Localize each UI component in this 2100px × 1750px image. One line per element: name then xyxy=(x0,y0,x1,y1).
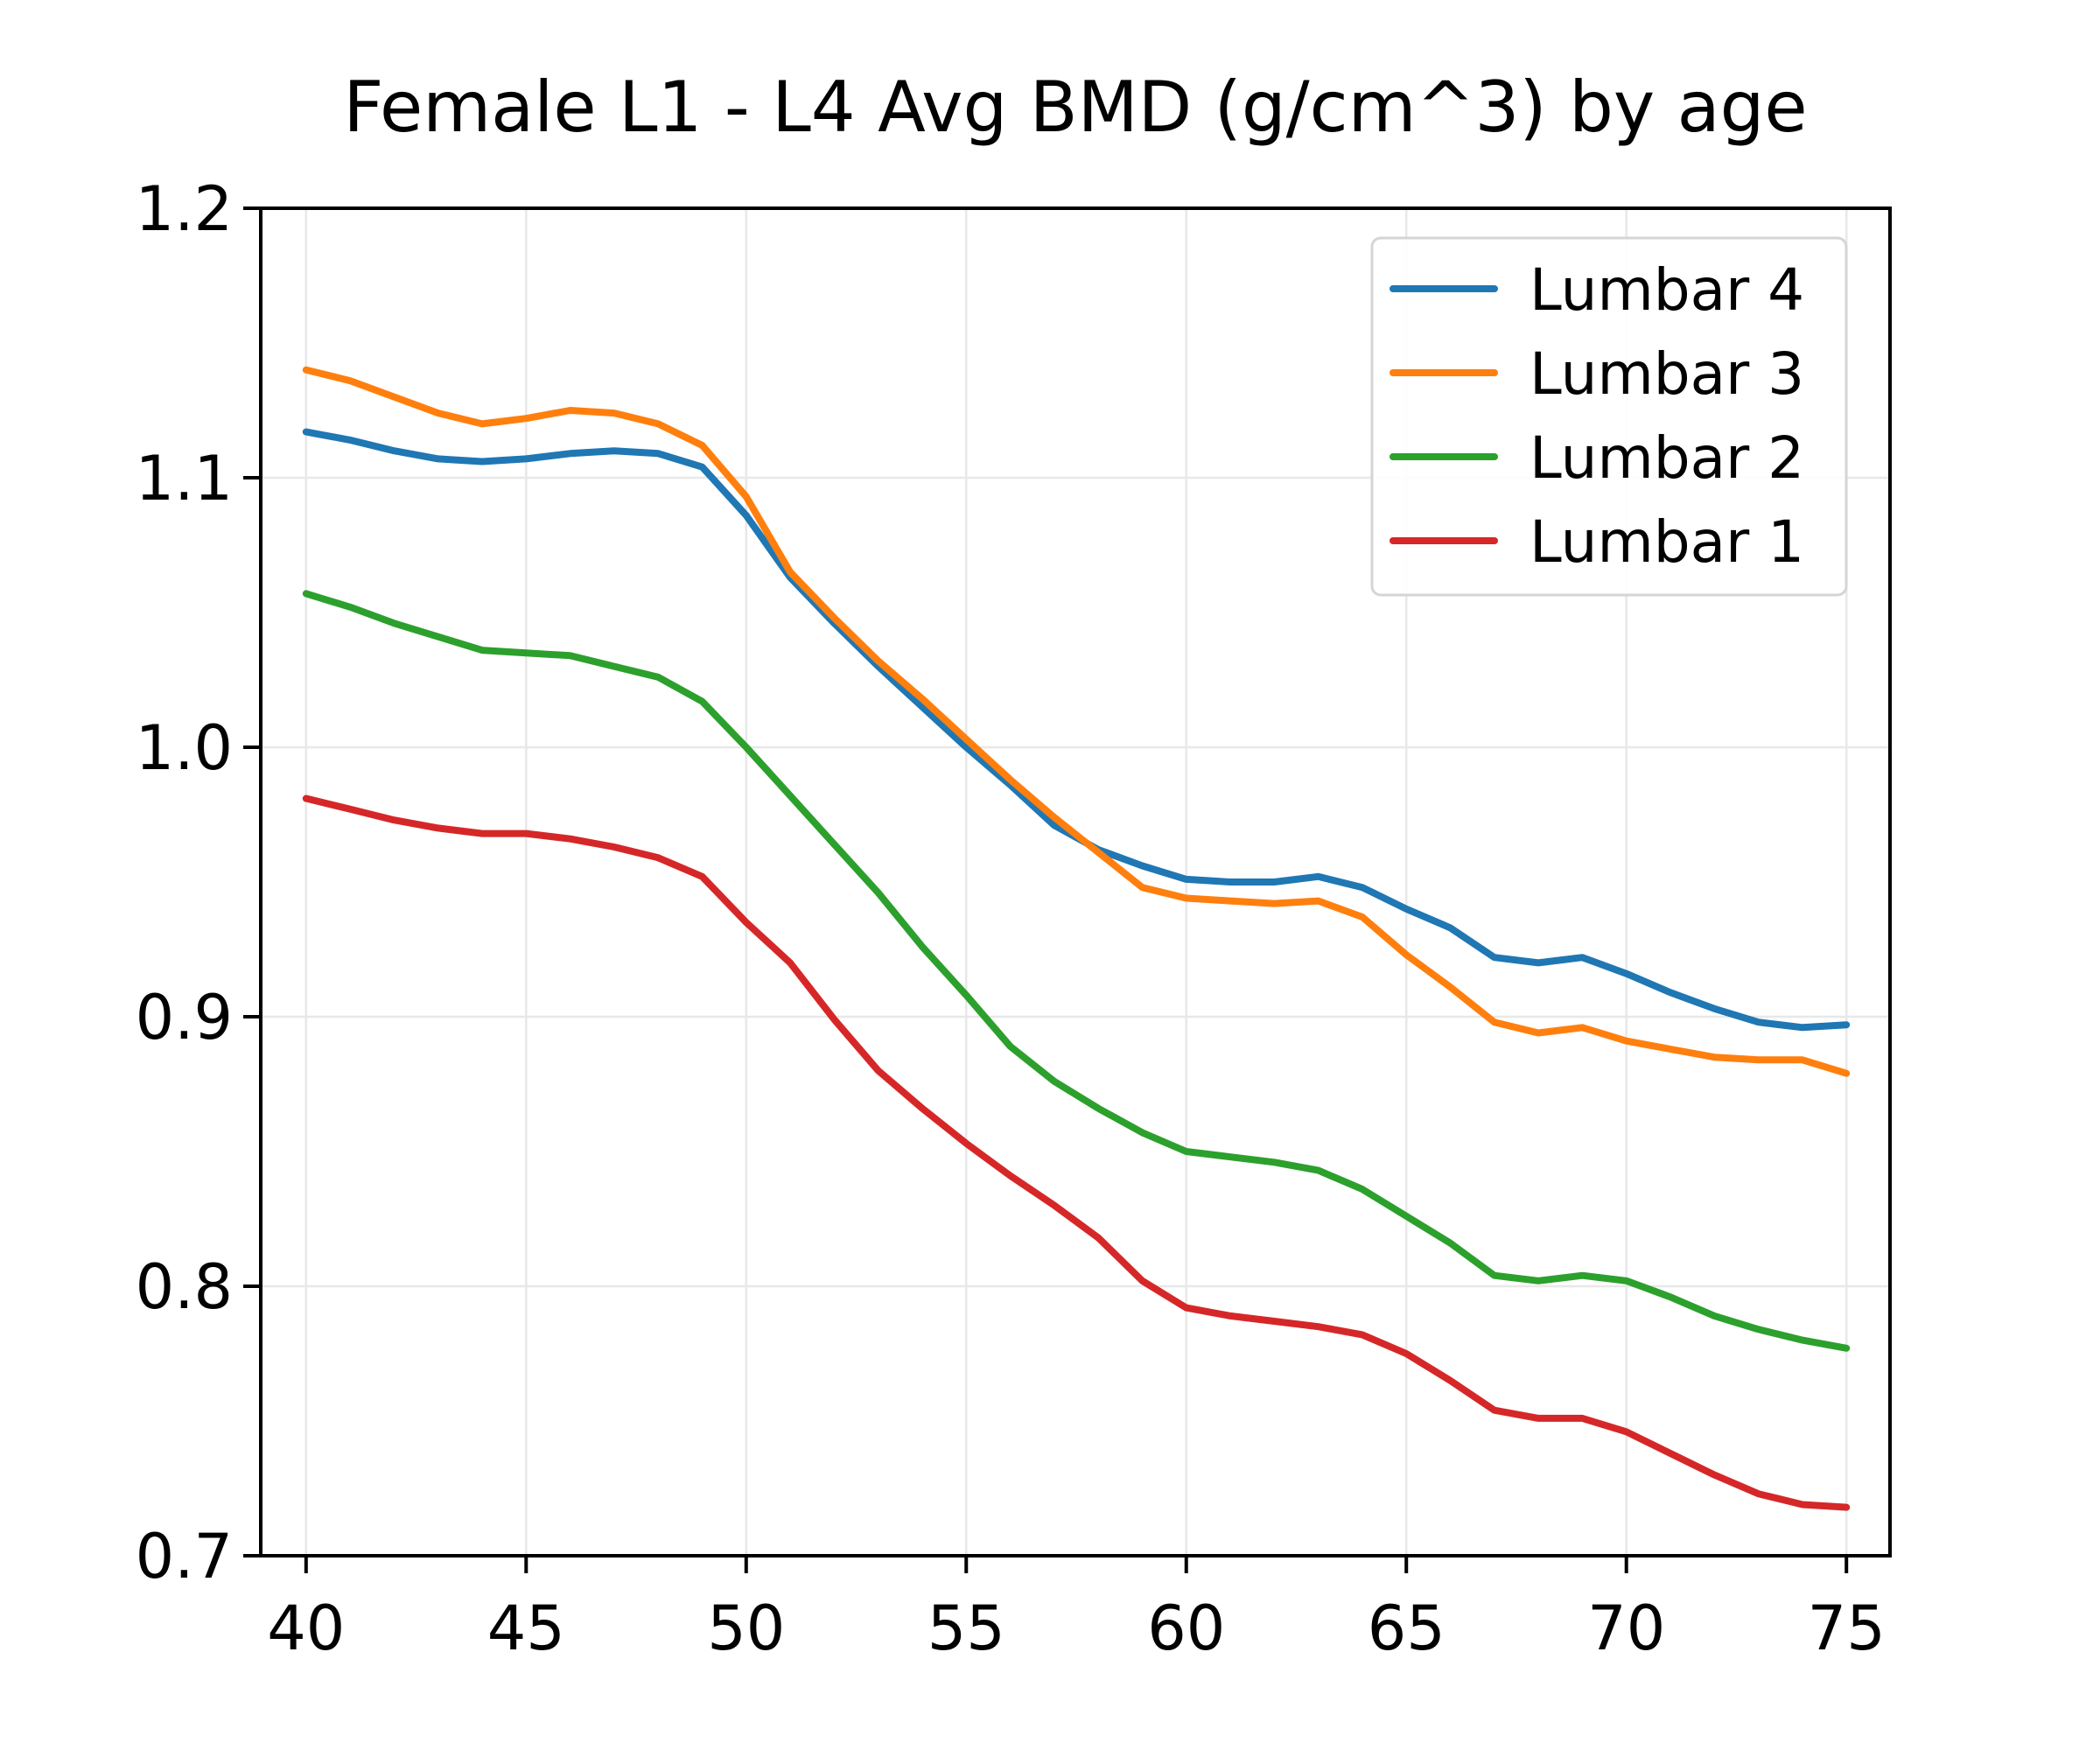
y-tick-label: 1.1 xyxy=(136,443,233,514)
axis-ticks xyxy=(243,206,1849,1573)
x-tick-label: 50 xyxy=(707,1592,785,1664)
series-line-lumbar-2 xyxy=(302,590,1851,1352)
series-line-lumbar-3 xyxy=(302,366,1851,1077)
legend-label: Lumbar 1 xyxy=(1530,508,1804,576)
y-tick-label: 1.0 xyxy=(136,712,233,784)
plot-spines xyxy=(259,206,1892,1558)
y-tick-label: 0.9 xyxy=(136,982,233,1054)
series-line-lumbar-1 xyxy=(302,794,1851,1511)
x-tick-label: 40 xyxy=(267,1592,345,1664)
x-tick-label: 75 xyxy=(1808,1592,1886,1664)
x-tick-label: 45 xyxy=(487,1592,565,1664)
legend-item-lumbar-3: Lumbar 3 xyxy=(1390,340,1804,408)
y-tick-label: 0.8 xyxy=(136,1251,233,1323)
legend-label: Lumbar 2 xyxy=(1530,424,1804,492)
legend-item-lumbar-2: Lumbar 2 xyxy=(1390,424,1804,492)
x-tick-label: 70 xyxy=(1587,1592,1665,1664)
x-tick-label: 60 xyxy=(1147,1592,1225,1664)
y-tick-label: 0.7 xyxy=(136,1521,233,1592)
series-lines xyxy=(302,366,1851,1511)
legend-label: Lumbar 3 xyxy=(1530,340,1804,408)
legend-box xyxy=(1370,236,1848,597)
legend-label: Lumbar 4 xyxy=(1530,256,1804,324)
x-tick-label: 65 xyxy=(1368,1592,1446,1664)
axis-tick-labels: 40 45 50 55 60 65 70 75 0.7 0.8 0.9 1.0 1.1 1.2 xyxy=(136,173,1886,1664)
y-tick-label: 1.2 xyxy=(136,173,233,245)
legend: Lumbar 4 Lumbar 3 Lumbar 2 Lumbar 1 xyxy=(1370,236,1848,597)
chart-title: Female L1 - L4 Avg BMD (g/cm^3) by age xyxy=(343,66,1807,148)
legend-item-lumbar-1: Lumbar 1 xyxy=(1390,508,1804,576)
plot-border xyxy=(259,206,1892,1558)
x-tick-label: 55 xyxy=(928,1592,1005,1664)
legend-item-lumbar-4: Lumbar 4 xyxy=(1390,256,1804,324)
